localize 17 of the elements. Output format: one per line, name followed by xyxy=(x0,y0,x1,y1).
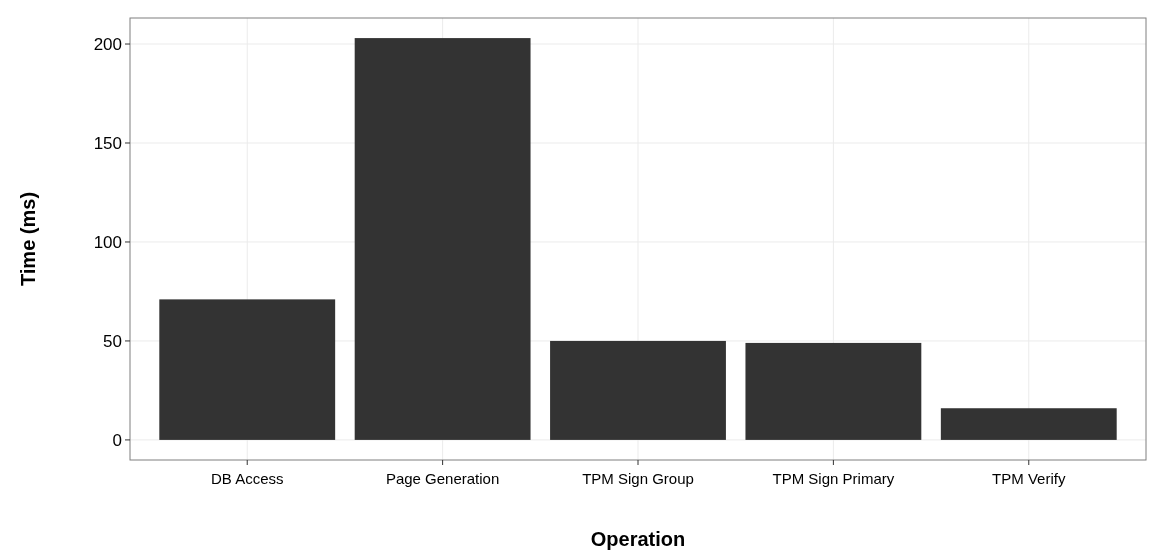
bar xyxy=(550,340,726,440)
y-axis-title: Time (ms) xyxy=(17,191,39,287)
bar xyxy=(940,408,1117,440)
x-tick-label: Page Generation xyxy=(385,470,500,487)
x-tick-label: TPM Verify xyxy=(992,470,1066,487)
bar xyxy=(159,299,336,440)
x-tick-label: TPM Sign Primary xyxy=(772,470,895,487)
x-axis-title: Operation xyxy=(590,528,686,550)
x-tick-label: DB Access xyxy=(210,470,284,487)
y-tick-label: 100 xyxy=(93,232,122,252)
y-tick-label: 50 xyxy=(103,331,122,351)
y-tick-label: 150 xyxy=(93,133,122,153)
y-tick-label: 0 xyxy=(112,430,122,450)
y-tick-label: 200 xyxy=(93,34,122,54)
bar xyxy=(354,38,531,440)
bar xyxy=(745,342,922,440)
x-tick-label: TPM Sign Group xyxy=(582,470,694,487)
